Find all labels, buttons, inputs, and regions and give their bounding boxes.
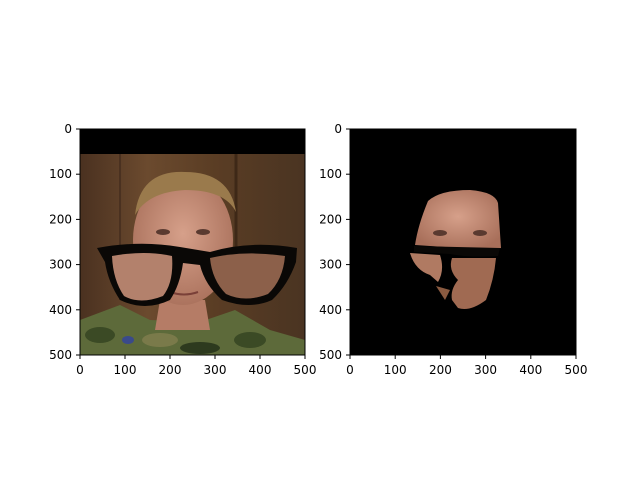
left-panel-ytick-label: 300 [49, 258, 72, 272]
right-panel-ytick-label: 100 [319, 167, 342, 181]
glasses-overlay [97, 243, 297, 306]
right-panel-xtick-label: 300 [474, 363, 497, 377]
left-panel-xtick-label: 200 [159, 363, 182, 377]
right-panel-ytick-label: 300 [319, 258, 342, 272]
right-panel-xtick-label: 100 [384, 363, 407, 377]
right-panel-ytick-label: 200 [319, 212, 342, 226]
left-panel-xtick-label: 500 [294, 363, 317, 377]
right-panel-xtick-label: 500 [565, 363, 588, 377]
axis-ticks: 0 100 200 300 400 500 0 100 200 300 400 500 0 100 200 3… [49, 122, 587, 377]
left-panel-xtick-label: 300 [204, 363, 227, 377]
left-panel-ytick-label: 500 [49, 348, 72, 362]
right-panel-xtick-label: 400 [519, 363, 542, 377]
left-axes-frame [79, 128, 306, 356]
right-panel-ytick-label: 0 [334, 122, 342, 136]
right-panel-xtick-label: 200 [429, 363, 452, 377]
right-panel-ytick-label: 500 [319, 348, 342, 362]
right-axes-frame [349, 128, 577, 356]
left-panel-ytick-label: 100 [49, 167, 72, 181]
right-image [350, 129, 576, 355]
left-panel-xtick-label: 400 [249, 363, 272, 377]
right-panel-xtick-label: 0 [346, 363, 354, 377]
left-panel-xtick-label: 100 [114, 363, 137, 377]
left-panel-ytick-label: 0 [64, 122, 72, 136]
left-panel-ytick-label: 200 [49, 212, 72, 226]
right-panel-ytick-label: 400 [319, 303, 342, 317]
left-panel-xtick-label: 0 [76, 363, 84, 377]
left-panel-ytick-label: 400 [49, 303, 72, 317]
left-image [80, 129, 305, 355]
